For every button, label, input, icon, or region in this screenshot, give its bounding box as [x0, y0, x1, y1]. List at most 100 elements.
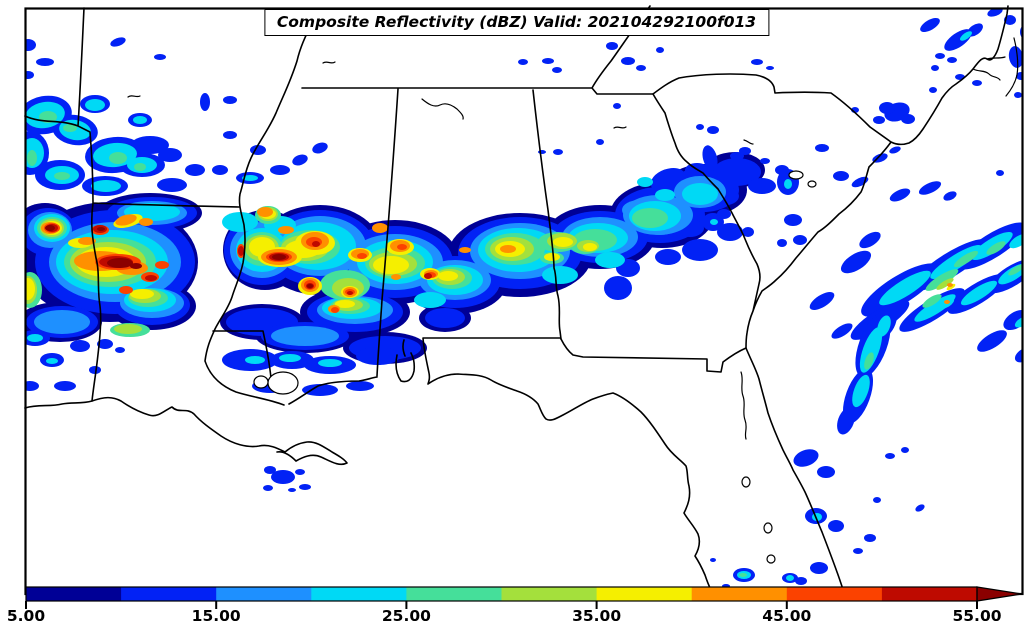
radar-echo — [307, 284, 313, 288]
radar-echo — [784, 179, 792, 189]
radar-echo — [257, 207, 273, 217]
radar-echo — [500, 245, 516, 253]
radar-echo — [1009, 233, 1022, 249]
radar-echo — [831, 323, 853, 339]
radar-echo — [372, 223, 388, 233]
radar-echo — [271, 470, 295, 484]
colorbar-segment — [26, 587, 122, 601]
radar-echo — [347, 291, 353, 295]
radar-echo — [238, 246, 244, 256]
radar-echo — [837, 407, 855, 435]
radar-echo — [36, 58, 54, 66]
radar-echo — [157, 178, 187, 192]
radar-echo — [702, 145, 718, 171]
radar-echo — [54, 172, 70, 180]
radar-echo — [107, 258, 133, 268]
radar-echo — [987, 9, 1003, 17]
colorbar-tick-label: 35.00 — [572, 607, 621, 625]
radar-echo — [946, 283, 956, 291]
radar-echo — [26, 71, 34, 79]
radar-echo — [553, 237, 573, 247]
radar-echo — [212, 165, 228, 175]
radar-echo — [154, 54, 166, 60]
radar-echo — [302, 384, 338, 396]
radar-echo — [986, 241, 1006, 255]
radar-echo — [751, 59, 763, 65]
radar-echo — [742, 227, 754, 237]
radar-echo — [295, 469, 305, 475]
radar-echo — [264, 466, 276, 474]
fl-lake-2 — [763, 522, 773, 534]
radar-echo — [312, 142, 328, 154]
radar-echo — [70, 340, 90, 352]
radar-echo — [901, 447, 909, 453]
radar-echo — [925, 269, 959, 291]
radar-echo — [222, 212, 258, 232]
radar-echo — [278, 226, 294, 234]
radar-echo — [851, 176, 869, 188]
radar-echo — [713, 158, 761, 186]
radar-echo — [200, 93, 210, 111]
radar-echo — [459, 247, 471, 253]
radar-echo — [552, 67, 562, 73]
radar-echo — [873, 497, 881, 503]
radar-echo — [45, 225, 55, 231]
radar-echo — [1014, 92, 1022, 98]
radar-echo — [424, 273, 432, 279]
radar-echo — [710, 558, 716, 562]
radar-echo — [873, 116, 885, 124]
radar-echo — [828, 520, 844, 532]
radar-echo — [133, 116, 147, 124]
radar-echo — [414, 292, 446, 308]
radar-echo — [960, 31, 972, 41]
radar-echo — [538, 150, 546, 154]
radar-echo — [853, 548, 863, 554]
radar-echo — [879, 102, 895, 114]
radar-echo — [134, 163, 146, 171]
radar-echo — [852, 374, 870, 408]
radar-echo — [299, 484, 311, 490]
colorbar-segment — [311, 587, 407, 601]
radar-echo — [155, 261, 169, 269]
radar-echo — [786, 575, 794, 581]
radar-echo — [944, 300, 950, 304]
radar-echo — [717, 223, 743, 241]
colorbar-tick-label: 15.00 — [192, 607, 241, 625]
radar-echo — [682, 183, 718, 205]
title-box: Composite Reflectivity (dBZ) Valid: 2021… — [263, 9, 770, 36]
radar-echo — [840, 250, 872, 274]
radar-echo — [26, 39, 36, 51]
radar-echo — [318, 359, 342, 367]
radar-echo — [223, 131, 237, 139]
radar-echo — [1014, 316, 1022, 328]
radar-echo — [596, 139, 604, 145]
radar-echo — [312, 241, 320, 247]
radar-echo — [544, 253, 560, 261]
radar-echo — [918, 181, 942, 195]
radar-echo — [119, 286, 133, 294]
fl-lake-3 — [766, 554, 776, 564]
plot-title: Composite Reflectivity (dBZ) Valid: 2021… — [276, 13, 757, 31]
radar-echo — [438, 271, 458, 281]
radar-echo — [518, 59, 528, 65]
radar-echo — [27, 334, 43, 342]
radar-echo — [271, 326, 339, 346]
radar-echo — [656, 47, 664, 53]
lake-george — [741, 476, 751, 488]
radar-echo — [810, 562, 828, 574]
rivers-and-sounds — [127, 37, 1019, 440]
radar-echo — [606, 42, 618, 50]
lake-moultrie — [807, 180, 817, 188]
radar-echo — [553, 149, 563, 155]
radar-echo — [270, 165, 290, 175]
radar-echo — [864, 534, 876, 542]
radar-echo — [947, 57, 957, 63]
radar-echo — [833, 171, 849, 181]
radar-echo — [97, 339, 113, 349]
colorbar-tick-label: 55.00 — [952, 607, 1001, 625]
radar-echo — [145, 275, 157, 281]
radar-echo — [795, 577, 807, 585]
radar-echo — [158, 148, 182, 162]
radar-echo — [931, 65, 939, 71]
